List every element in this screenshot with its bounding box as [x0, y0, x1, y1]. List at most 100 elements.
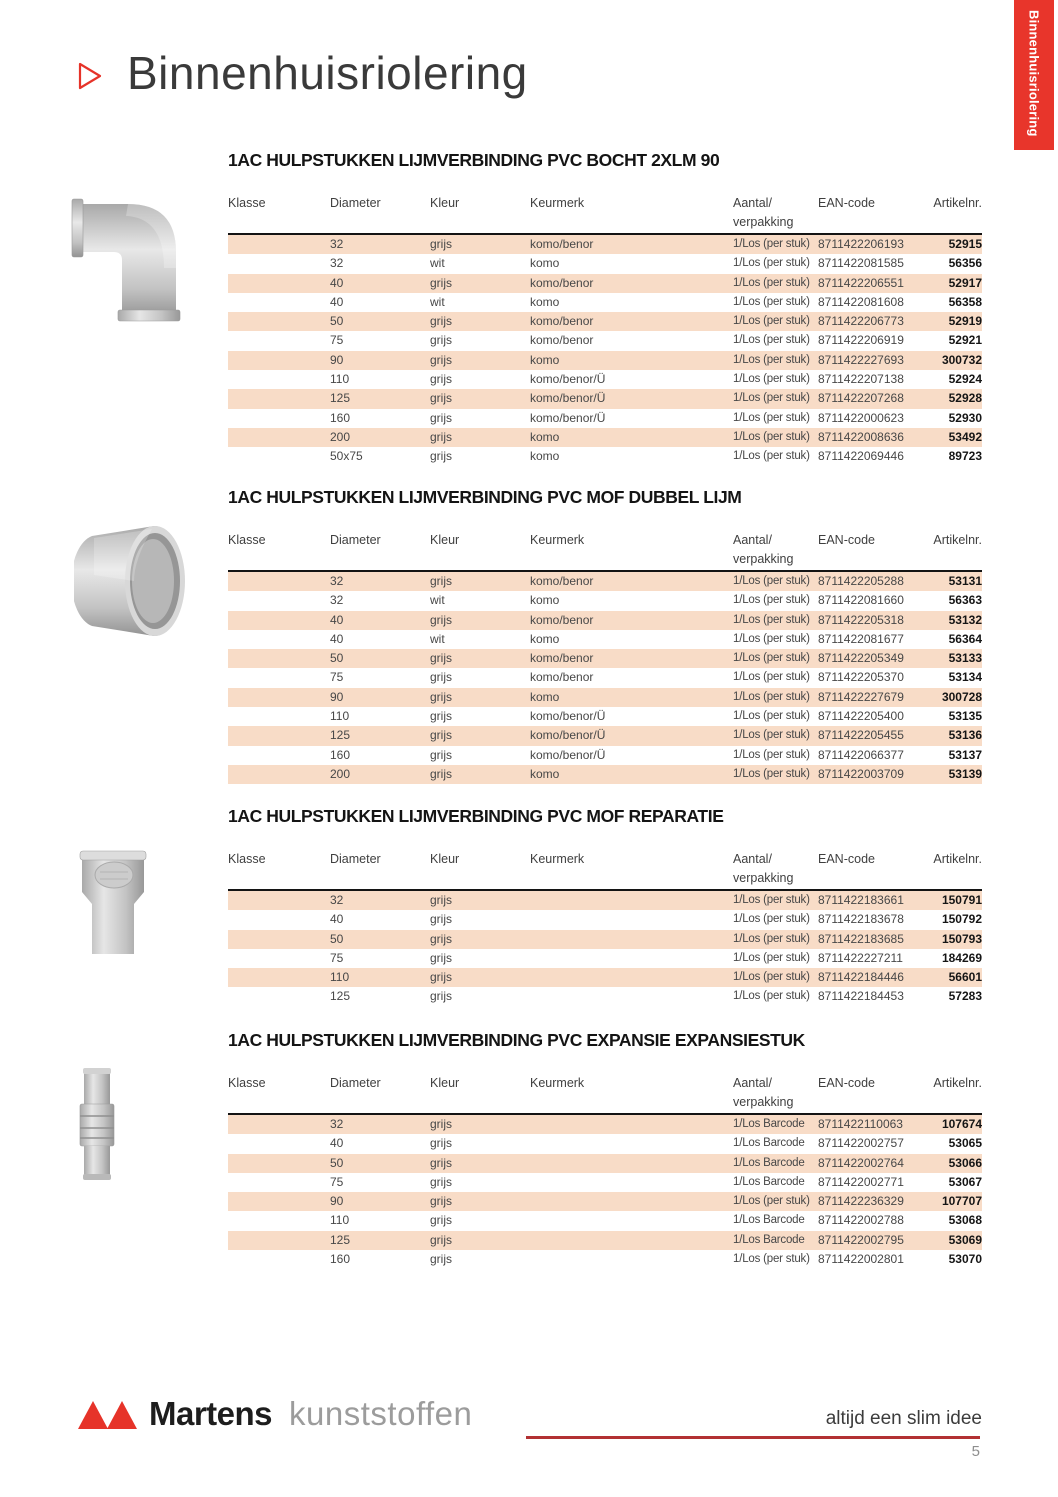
- cell-kleur: wit: [430, 593, 445, 608]
- cell-aantal: 1/Los (per stuk): [733, 373, 810, 386]
- cell-keurmerk: [530, 949, 733, 968]
- cell-diameter: 50: [330, 931, 344, 946]
- col-header-ean: EAN-code: [818, 852, 875, 866]
- cell-artikelnr: 52930: [948, 410, 982, 425]
- col-header-diameter: Diameter: [330, 196, 381, 210]
- cell-diameter: 125: [330, 989, 351, 1004]
- cell-klasse: [228, 1192, 330, 1211]
- cell-ean: 8711422207138: [818, 372, 904, 387]
- cell-artikelnr: 300728: [941, 689, 982, 704]
- cell-kleur: grijs: [430, 1213, 453, 1228]
- col-header-aantal: Aantal/verpakking: [733, 533, 794, 566]
- cell-keurmerk: [530, 910, 733, 929]
- cell-klasse: [228, 1231, 330, 1250]
- cell-klasse: [228, 1250, 330, 1269]
- table-body: 32 grijs komo/benor 1/Los (per stuk) 8711422…: [228, 572, 982, 785]
- cell-ean: 8711422000623: [818, 410, 904, 425]
- cell-kleur: grijs: [430, 333, 453, 348]
- cell-artikelnr: 56358: [948, 294, 982, 309]
- cell-artikelnr: 52924: [948, 372, 982, 387]
- cell-kleur: grijs: [430, 275, 453, 290]
- product-image-pvc-double-socket-coupling: [74, 520, 188, 642]
- cell-kleur: grijs: [430, 372, 453, 387]
- cell-diameter: 125: [330, 391, 351, 406]
- table-row: 50 grijs komo/benor 1/Los (per stuk) 8711422…: [228, 649, 982, 669]
- cell-diameter: 200: [330, 429, 351, 444]
- col-header-keurmerk: Keurmerk: [530, 852, 585, 866]
- product-image-pvc-expansion-piece: [76, 1068, 118, 1180]
- col-header-ean: EAN-code: [818, 1076, 875, 1090]
- cell-keurmerk: komo/benor/Ü: [530, 391, 606, 406]
- cell-klasse: [228, 389, 330, 408]
- cell-artikelnr: 107674: [941, 1117, 982, 1131]
- cell-kleur: grijs: [430, 237, 453, 251]
- cell-diameter: 110: [330, 372, 350, 387]
- cell-kleur: grijs: [430, 429, 453, 444]
- cell-klasse: [228, 746, 330, 765]
- cell-artikelnr: 53069: [948, 1232, 982, 1247]
- cell-keurmerk: komo/benor/Ü: [530, 728, 606, 743]
- cell-keurmerk: komo: [530, 689, 560, 704]
- cell-artikelnr: 52919: [948, 314, 982, 329]
- cell-aantal: 1/Los (per stuk): [733, 257, 810, 270]
- col-header-diameter: Diameter: [330, 1076, 381, 1090]
- col-header-artikelnr: Artikelnr.: [933, 852, 982, 866]
- cell-diameter: 40: [330, 294, 344, 309]
- cell-klasse: [228, 726, 330, 745]
- table-row: 40 grijs komo/benor 1/Los (per stuk) 8711422…: [228, 273, 982, 293]
- cell-ean: 8711422069446: [818, 449, 904, 464]
- cell-keurmerk: komo: [530, 593, 560, 608]
- table-body: 32 grijs 1/Los Barcode 8711422110063 107674 4…: [228, 1115, 982, 1269]
- table-row: 40 wit komo 1/Los (per stuk) 8711422081677 56…: [228, 630, 982, 649]
- col-header-keurmerk: Keurmerk: [530, 1076, 585, 1090]
- cell-diameter: 32: [330, 574, 344, 588]
- cell-klasse: [228, 891, 330, 910]
- cell-ean: 8711422002757: [818, 1136, 904, 1151]
- cell-aantal: 1/Los (per stuk): [733, 652, 810, 665]
- cell-aantal: 1/Los Barcode: [733, 1156, 805, 1169]
- col-header-diameter: Diameter: [330, 852, 381, 866]
- col-header-kleur: Kleur: [430, 196, 460, 210]
- cell-aantal: 1/Los (per stuk): [733, 748, 810, 761]
- cell-artikelnr: 52915: [948, 237, 982, 251]
- cell-klasse: [228, 274, 330, 293]
- page-number: 5: [971, 1443, 980, 1460]
- cell-kleur: grijs: [430, 314, 453, 329]
- cell-diameter: 75: [330, 1174, 344, 1189]
- cell-aantal: 1/Los (per stuk): [733, 632, 810, 645]
- table-header-rule: [228, 1113, 982, 1115]
- col-header-aantal: Aantal/verpakking: [733, 196, 794, 229]
- table-row: 32 grijs komo/benor 1/Los (per stuk) 8711422…: [228, 572, 982, 592]
- cell-artikelnr: 56363: [948, 593, 982, 608]
- col-header-aantal: Aantal/verpakking: [733, 1076, 794, 1109]
- cell-kleur: grijs: [430, 1194, 453, 1209]
- cell-kleur: grijs: [430, 574, 453, 588]
- cell-kleur: grijs: [430, 912, 453, 927]
- cell-aantal: 1/Los (per stuk): [733, 315, 810, 328]
- product-image-pvc-elbow-90: [68, 188, 186, 322]
- cell-diameter: 40: [330, 612, 344, 627]
- table-row: 32 grijs 1/Los (per stuk) 8711422183661 1507…: [228, 891, 982, 911]
- cell-diameter: 110: [330, 709, 350, 724]
- cell-artikelnr: 107707: [941, 1194, 982, 1209]
- cell-keurmerk: [530, 1211, 733, 1230]
- cell-diameter: 75: [330, 950, 344, 965]
- col-header-klasse: Klasse: [228, 533, 266, 547]
- cell-ean: 8711422206773: [818, 314, 904, 329]
- cell-kleur: grijs: [430, 352, 453, 367]
- brand-name: Martens: [149, 1395, 273, 1432]
- cell-aantal: 1/Los (per stuk): [733, 951, 810, 964]
- cell-kleur: grijs: [430, 670, 453, 685]
- brand-tagline: altijd een slim idee: [825, 1408, 982, 1429]
- cell-keurmerk: komo: [530, 631, 560, 646]
- table-column-headers: Klasse Diameter Kleur Keurmerk Aantal/ve…: [228, 184, 982, 233]
- martens-triangles-icon: [78, 1401, 137, 1429]
- cell-klasse: [228, 630, 330, 649]
- table-row: 50 grijs 1/Los Barcode 8711422002764 53066: [228, 1153, 982, 1173]
- cell-keurmerk: [530, 1250, 733, 1269]
- cell-diameter: 160: [330, 747, 351, 762]
- table-row: 160 grijs komo/benor/Ü 1/Los (per stuk) 8711…: [228, 746, 982, 765]
- cell-aantal: 1/Los (per stuk): [733, 894, 810, 906]
- cell-kleur: wit: [430, 256, 445, 271]
- cell-klasse: [228, 1211, 330, 1230]
